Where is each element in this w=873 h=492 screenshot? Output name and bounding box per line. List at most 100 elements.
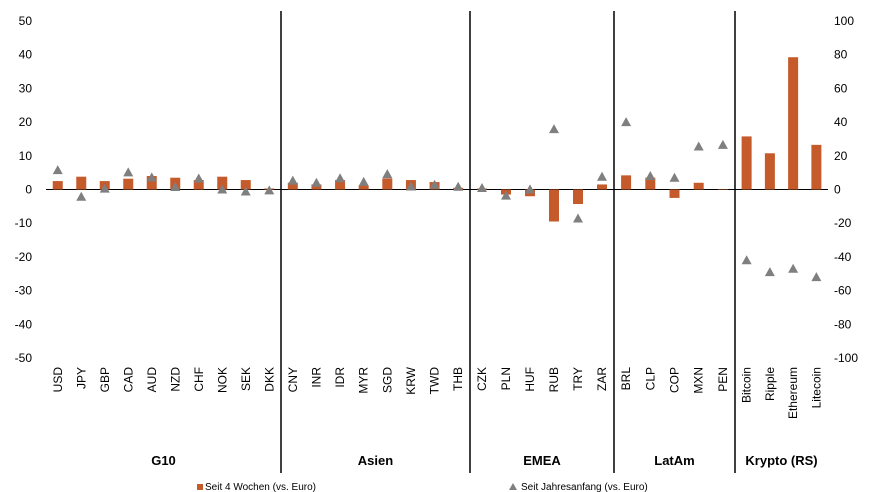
right-y-tick-label: -100 xyxy=(834,351,858,365)
marker-pln xyxy=(501,190,511,200)
bar-cad xyxy=(123,178,134,190)
marker-gbp xyxy=(99,183,110,193)
category-label-bitcoin: Bitcoin xyxy=(740,367,754,403)
category-label-zar: ZAR xyxy=(595,367,609,391)
marker-inr xyxy=(311,177,322,187)
category-label-pen: PEN xyxy=(716,367,730,392)
left-y-tick-label: 50 xyxy=(19,14,33,28)
marker-usd xyxy=(52,165,63,175)
category-label-jpy: JPY xyxy=(74,367,88,389)
group-label: LatAm xyxy=(654,453,694,468)
marker-bitcoin xyxy=(741,255,752,265)
category-label-krw: KRW xyxy=(404,366,418,394)
group-label: EMEA xyxy=(523,453,561,468)
right-y-tick-label: 100 xyxy=(834,14,854,28)
category-label-litecoin: Litecoin xyxy=(809,367,823,408)
marker-dkk xyxy=(264,185,275,195)
bar-chf xyxy=(193,180,204,190)
category-label-twd: TWD xyxy=(428,367,442,395)
marker-sek xyxy=(240,186,251,196)
category-label-usd: USD xyxy=(51,367,65,393)
marker-huf xyxy=(525,184,535,194)
category-label-thb: THB xyxy=(451,367,465,391)
left-y-tick-label: 10 xyxy=(19,149,33,163)
left-y-tick-label: 30 xyxy=(19,81,33,95)
marker-zar xyxy=(597,171,607,181)
marker-brl xyxy=(621,117,632,127)
bar-jpy xyxy=(76,176,87,190)
bar-mxn xyxy=(693,182,704,190)
marker-try xyxy=(573,213,583,223)
marker-ripple xyxy=(764,267,775,277)
bar-ripple xyxy=(764,153,775,190)
bar-ethereum xyxy=(788,57,799,190)
bar-idr xyxy=(335,180,346,190)
bar-inr xyxy=(311,184,322,190)
right-y-tick-label: -80 xyxy=(834,317,852,331)
marker-cny xyxy=(287,175,298,185)
category-label-clp: CLP xyxy=(643,367,657,390)
right-y-tick-label: -20 xyxy=(834,216,852,230)
bar-pen xyxy=(717,189,728,190)
marker-myr xyxy=(358,176,369,186)
bar-aud xyxy=(146,176,157,190)
marker-ethereum xyxy=(788,263,799,273)
left-y-tick-label: -30 xyxy=(15,284,33,298)
category-label-nzd: NZD xyxy=(168,367,182,392)
right-y-tick-label: 20 xyxy=(834,149,848,163)
left-y-tick-label: -20 xyxy=(15,250,33,264)
category-label-myr: MYR xyxy=(357,367,371,394)
category-label-cad: CAD xyxy=(121,367,135,393)
bar-nok xyxy=(217,176,228,190)
category-label-mxn: MXN xyxy=(692,367,706,394)
category-label-ethereum: Ethereum xyxy=(786,367,800,419)
category-label-sgd: SGD xyxy=(380,367,394,393)
group-labels: G10 Asien EMEA LatAm Krypto (RS) xyxy=(151,453,817,468)
left-y-tick-labels: -50 -40 -30 -20 -10 0 10 20 30 40 50 xyxy=(15,14,33,365)
marker-chf xyxy=(193,173,204,183)
group-label: Asien xyxy=(358,453,393,468)
bar-sek xyxy=(240,180,251,190)
marker-jpy xyxy=(76,191,87,201)
left-y-tick-label: 40 xyxy=(19,48,33,62)
marker-sgd xyxy=(382,169,393,179)
legend-bar-swatch xyxy=(197,484,203,490)
category-label-sek: SEK xyxy=(239,367,253,391)
marker-czk xyxy=(477,182,487,192)
bar-rub xyxy=(549,189,559,222)
right-y-tick-label: -40 xyxy=(834,250,852,264)
bar-brl xyxy=(621,175,632,190)
category-label-czk: CZK xyxy=(475,367,489,391)
legend-marker-swatch xyxy=(509,483,517,490)
left-y-tick-label: 0 xyxy=(25,183,32,197)
left-y-tick-label: -10 xyxy=(15,216,33,230)
category-labels: USD JPY GBP CAD AUD NZD CHF NOK SEK DKK CNY INR IDR M… xyxy=(51,366,824,419)
category-label-chf: CHF xyxy=(192,367,206,392)
marker-nzd xyxy=(170,181,181,191)
right-y-tick-label: 0 xyxy=(834,183,841,197)
marker-rub xyxy=(549,124,559,134)
bar-litecoin xyxy=(811,144,822,190)
marker-krw xyxy=(405,181,416,191)
marker-clp xyxy=(645,171,656,181)
bar-cop xyxy=(669,189,680,198)
category-label-huf: HUF xyxy=(523,367,537,392)
right-y-tick-label: 80 xyxy=(834,48,848,62)
bar-cny xyxy=(287,182,298,190)
group-label: Krypto (RS) xyxy=(745,453,817,468)
category-label-nok: NOK xyxy=(215,367,229,393)
category-label-try: TRY xyxy=(571,367,585,391)
category-label-cop: COP xyxy=(668,367,682,393)
right-y-tick-label: -60 xyxy=(834,284,852,298)
marker-pen xyxy=(717,139,728,149)
bar-clp xyxy=(645,177,656,190)
marker-nok xyxy=(217,184,228,194)
category-label-idr: IDR xyxy=(333,367,347,388)
legend-bar-label: Seit 4 Wochen (vs. Euro) xyxy=(205,482,316,492)
right-y-tick-label: 40 xyxy=(834,115,848,129)
marker-series xyxy=(52,117,822,282)
left-y-tick-label: 20 xyxy=(19,115,33,129)
group-label: G10 xyxy=(151,453,176,468)
marker-cop xyxy=(669,172,680,182)
